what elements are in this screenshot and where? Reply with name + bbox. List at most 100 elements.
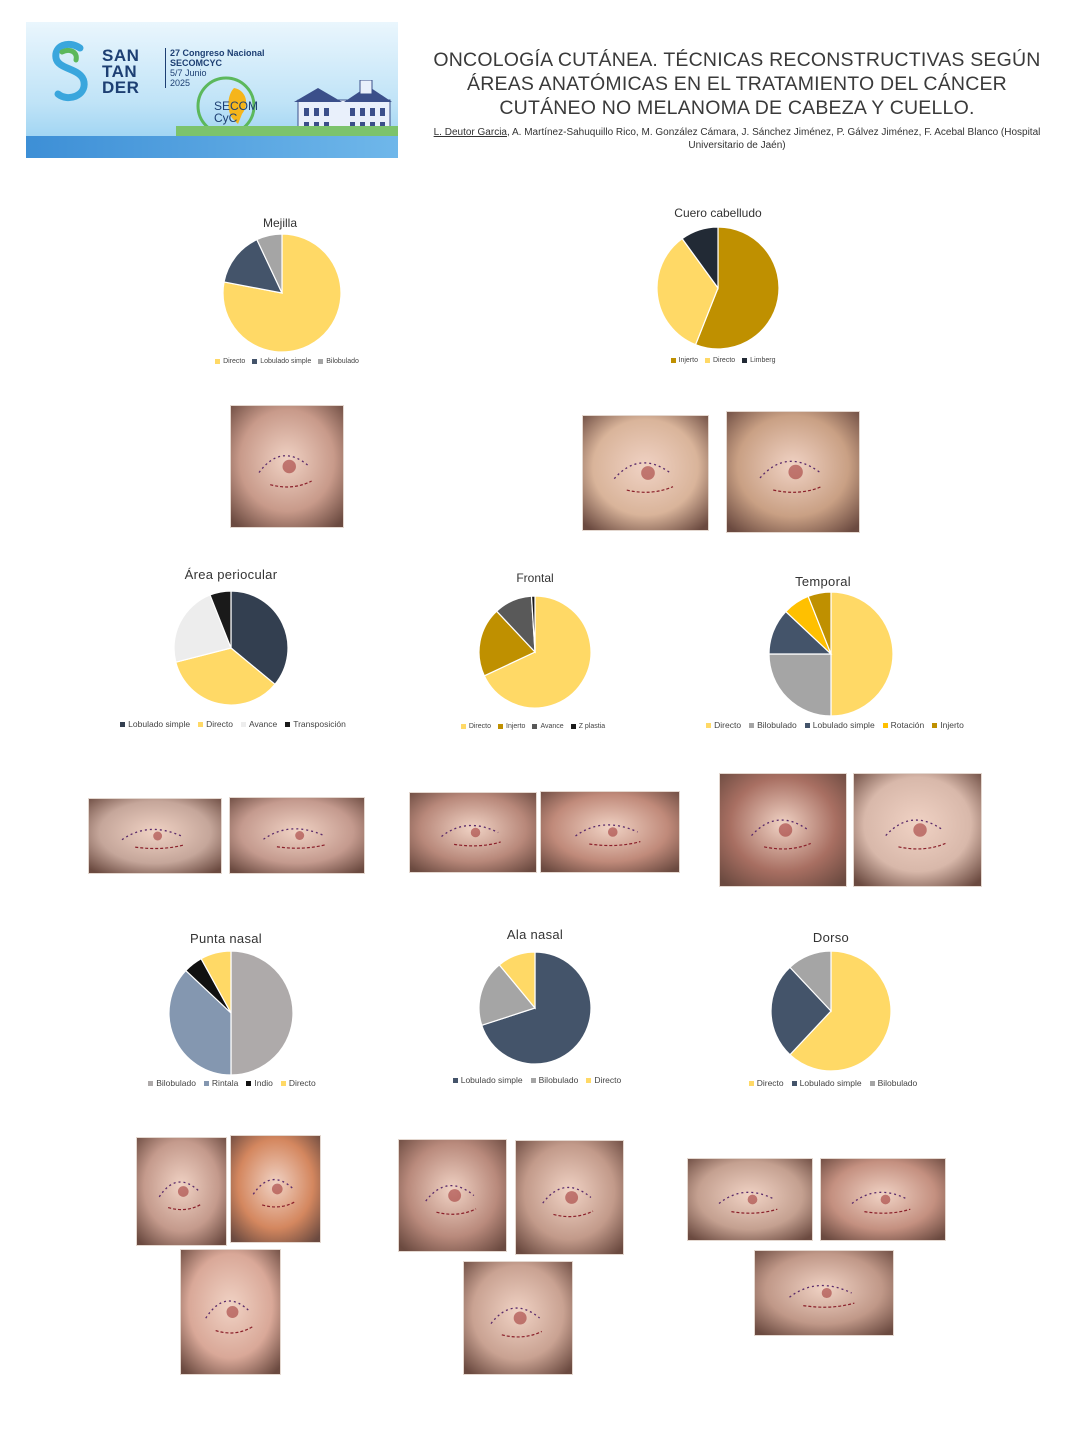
temporal-photo-2 — [853, 773, 982, 887]
cuero-cabelludo-chart-title: Cuero cabelludo — [674, 206, 762, 220]
legend-label: Bilobulado — [326, 358, 359, 365]
legend-label: Avance — [249, 719, 278, 729]
temporal-chart-title: Temporal — [795, 574, 851, 589]
legend-item: Directo — [460, 723, 491, 730]
periocular-photo-1 — [88, 798, 222, 874]
frontal-photo-1 — [409, 792, 537, 873]
legend-item: Directo — [706, 720, 741, 730]
cuero-cabelludo-legend: Injerto Directo Limberg — [563, 357, 883, 364]
cuero-cabelludo-slice-directo — [656, 237, 719, 346]
legend-label: Directo — [594, 1075, 622, 1085]
congress-banner: SAN TAN DER 27 Congreso Nacional SECOMCY… — [26, 22, 398, 158]
legend-label: Indio — [254, 1078, 273, 1088]
ala-nasal-slice-bilobulado — [478, 964, 537, 1027]
legend-label: Lobulado simple — [128, 719, 191, 729]
dorso-legend: Directo Lobulado simple Bilobulado — [673, 1078, 993, 1088]
legend-label: Avance — [540, 723, 564, 730]
legend-swatch — [246, 1080, 252, 1086]
legend-item: Limberg — [742, 357, 775, 364]
legend-swatch — [586, 1077, 592, 1083]
legend-swatch — [452, 1077, 458, 1083]
logo-wordmark: SAN TAN DER — [102, 46, 140, 97]
legend-label: Rintala — [211, 1078, 239, 1088]
legend-item: Bilobulado — [749, 720, 797, 730]
legend-swatch — [241, 721, 247, 727]
dorso-pie-chart — [770, 950, 892, 1072]
punta-nasal-slice-bilobulado — [230, 950, 294, 1076]
legend-label: Limberg — [750, 357, 776, 364]
legend-swatch — [285, 721, 291, 727]
legend-label: Directo — [468, 723, 491, 730]
area-periocular-slice-lobulado-simple — [230, 590, 289, 686]
legend-item: Avance — [532, 723, 564, 730]
mejilla-slice-directo — [222, 233, 342, 353]
punta-nasal-slice-rintala — [168, 969, 232, 1076]
area-periocular-legend: Lobulado simple Directo Avance Transposició… — [73, 719, 393, 729]
legend-swatch — [215, 359, 221, 364]
cuero-cabelludo-slice-limberg — [681, 226, 719, 290]
dorso-slice-bilobulado — [789, 950, 832, 1013]
punta-photo-3 — [180, 1249, 281, 1375]
poster-title: ONCOLOGÍA CUTÁNEA. TÉCNICAS RECONSTRUCTI… — [433, 49, 1041, 119]
legend-label: Directo — [288, 1078, 316, 1088]
legend-item: Lobulado simple — [804, 720, 875, 730]
legend-swatch — [570, 724, 576, 729]
legend-item: Injerto — [498, 723, 525, 730]
legend-label: Lobulado simple — [799, 1078, 862, 1088]
legend-item: Directo — [586, 1075, 621, 1085]
legend-swatch — [252, 359, 258, 364]
mejilla-chart-title: Mejilla — [262, 216, 297, 230]
ala-photo-2 — [515, 1140, 624, 1255]
legend-swatch — [706, 722, 712, 728]
temporal-pie-chart — [768, 591, 894, 717]
ala-photo-1 — [398, 1139, 507, 1252]
dorso-photo-1 — [687, 1158, 813, 1241]
area-periocular-slice-avance — [173, 594, 232, 663]
frontal-photo-2 — [540, 791, 680, 873]
temporal-slice-injerto — [807, 591, 832, 655]
legend-item: Directo — [704, 357, 735, 364]
first-author: L. Deutor Garcia — [433, 127, 507, 138]
legend-item: Transposición — [285, 719, 346, 729]
punta-nasal-legend: Bilobulado Rintala Indio Directo — [72, 1078, 392, 1088]
legend-item: Rotación — [882, 720, 924, 730]
punta-photo-1 — [136, 1137, 227, 1246]
punta-nasal-slice-directo — [200, 950, 232, 1014]
legend-item: Directo — [748, 1078, 784, 1088]
ala-nasal-slice-directo — [498, 951, 536, 1010]
legend-swatch — [280, 1080, 286, 1086]
temporal-slice-bilobulado — [768, 653, 832, 717]
banner-grass — [176, 126, 398, 136]
legend-swatch — [498, 724, 503, 729]
legend-label: Injerto — [940, 720, 964, 730]
frontal-slice-injerto — [478, 610, 537, 677]
frontal-pie-chart — [478, 595, 592, 709]
legend-item: Bilobulado — [530, 1075, 578, 1085]
legend-item: Bilobulado — [148, 1078, 196, 1088]
legend-swatch — [530, 1077, 536, 1083]
legend-swatch — [670, 358, 676, 363]
legend-label: Directo — [714, 720, 742, 730]
cuero-photo-2 — [726, 411, 860, 533]
legend-label: Z plastia — [578, 723, 606, 730]
legend-swatch — [882, 722, 888, 728]
punta-photo-2 — [230, 1135, 321, 1243]
legend-label: Bilobulado — [877, 1078, 918, 1088]
legend-swatch — [748, 1080, 754, 1086]
legend-label: Bilobulado — [156, 1078, 196, 1088]
legend-item: Avance — [241, 719, 277, 729]
other-authors: , A. Martínez-Sahuquillo Rico, M. Gonzál… — [506, 127, 1041, 151]
mejilla-legend: Directo Lobulado simple Bilobulado — [127, 358, 447, 365]
ala-nasal-slice-lobulado-simple — [480, 951, 592, 1065]
mejilla-slice-lobulado-simple — [223, 238, 284, 294]
legend-item: Bilobulado — [318, 358, 359, 365]
cuero-cabelludo-slice-injerto — [694, 226, 780, 350]
legend-item: Lobulado simple — [791, 1078, 862, 1088]
frontal-slice-directo — [483, 595, 592, 709]
legend-item: Lobulado simple — [120, 719, 190, 729]
punta-nasal-pie-chart — [168, 950, 294, 1076]
legend-swatch — [148, 1080, 154, 1086]
legend-label: Lobulado simple — [460, 1075, 523, 1085]
legend-item: Injerto — [932, 720, 964, 730]
congress-info: 27 Congreso Nacional SECOMCYC 5/7 Junio … — [170, 48, 265, 88]
